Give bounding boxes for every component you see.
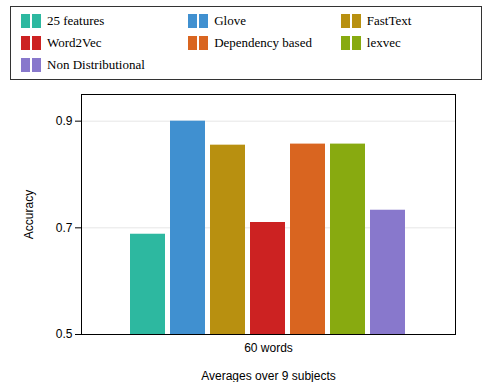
html-text:Word2Vec: Word2Vec	[47, 35, 102, 50]
svg-text:Averages over 9 subjects: Averages over 9 subjects	[201, 369, 336, 382]
html-text:Glove: Glove	[214, 13, 246, 28]
svg-text:0.9: 0.9	[56, 114, 73, 128]
svg-text:Accuracy: Accuracy	[22, 190, 36, 239]
html-text:Non Distributional: Non Distributional	[47, 57, 145, 72]
svg-text:0.7: 0.7	[56, 221, 73, 235]
html-text:lexvec: lexvec	[366, 35, 401, 50]
svg-text:0.5: 0.5	[56, 327, 73, 341]
svg-text:60 words: 60 words	[244, 341, 293, 355]
html-text:FastText: FastText	[366, 13, 412, 28]
html-text:Dependency based: Dependency based	[214, 35, 312, 50]
html-text:25 features: 25 features	[47, 13, 105, 28]
